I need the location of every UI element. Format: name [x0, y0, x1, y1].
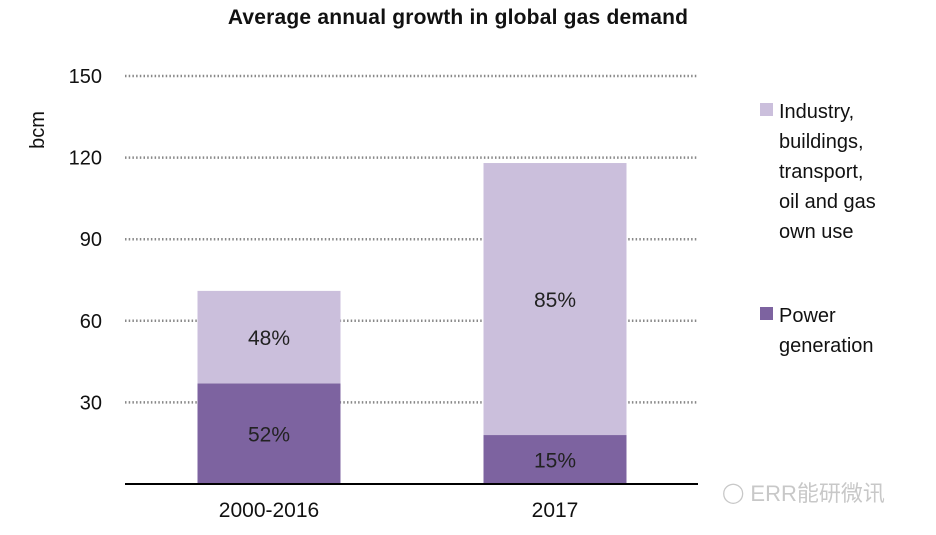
y-tick-label: 150 — [69, 66, 102, 88]
data-label: 48% — [248, 327, 290, 350]
bar-segment — [197, 290, 341, 384]
x-tick-label: 2017 — [532, 499, 579, 522]
data-label: 52% — [248, 424, 290, 447]
x-tick-label: 2000-2016 — [219, 499, 319, 522]
bar-segment — [483, 435, 627, 484]
y-tick-label: 120 — [69, 148, 102, 170]
y-tick-label: 60 — [80, 311, 102, 333]
y-tick-label: 90 — [80, 229, 102, 251]
legend-swatch — [760, 103, 773, 116]
watermark: ◯ ERR能研微讯 — [722, 476, 885, 508]
wechat-icon: ◯ — [722, 481, 745, 504]
data-label: 15% — [534, 450, 576, 473]
watermark-text: ERR能研微讯 — [750, 481, 885, 506]
legend-label: Industry, buildings, transport, oil and … — [779, 101, 876, 243]
bar-segment — [197, 383, 341, 484]
y-tick-label: 30 — [80, 392, 102, 414]
legend-label: Power generation — [779, 305, 874, 357]
data-label: 85% — [534, 289, 576, 312]
chart-title: Average annual growth in global gas dema… — [227, 6, 689, 29]
bar-segment — [483, 163, 627, 436]
y-axis-label: bcm — [27, 111, 49, 149]
legend-swatch — [760, 307, 773, 320]
